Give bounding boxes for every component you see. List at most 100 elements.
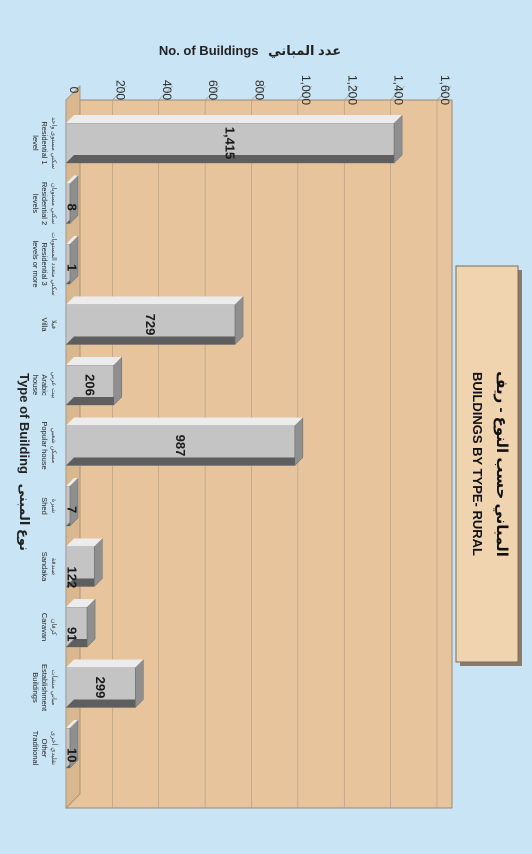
bar-8: 91: [64, 598, 96, 648]
value-label: 7: [64, 506, 79, 513]
bar-end: [69, 719, 79, 769]
bar-5: 987: [65, 416, 304, 467]
category-label-en: Arabic: [40, 374, 49, 396]
bar-top: [66, 115, 403, 123]
bar-7: 122: [64, 537, 103, 589]
bar-end: [69, 477, 79, 527]
category-label-en: Residential 1: [40, 121, 49, 164]
tick-label: 400: [160, 80, 174, 100]
tick-label: 0: [67, 87, 81, 94]
bar-top: [66, 659, 144, 668]
bar-top: [66, 720, 78, 728]
bar-end: [135, 658, 144, 709]
bar-1: 8: [64, 174, 79, 225]
category-label-ar: سكني مستوى واحد: [50, 117, 57, 169]
bar-0: 1,415: [65, 114, 403, 164]
value-label: 8: [64, 204, 79, 211]
gridline-floor: [251, 85, 266, 101]
tick-label: 1,400: [392, 75, 406, 105]
category-axis-title: Type of Building نوع المبنى: [17, 373, 32, 551]
category-label-en: Buildings: [31, 672, 40, 703]
tick-label: 1,600: [438, 75, 452, 105]
bar-top: [66, 478, 78, 486]
category-label-ar: مسكن شعبي: [50, 428, 57, 464]
category-label-en: house: [31, 375, 40, 395]
bar-10: 10: [64, 719, 79, 769]
category-label-en: Villa: [40, 317, 49, 332]
bar-end: [234, 295, 244, 346]
category-label-en: Establishment: [40, 664, 49, 712]
category-label-ar: شبرة: [50, 499, 57, 513]
category-label-ar: سكني متعدد المستويات: [50, 232, 57, 295]
category-label-en: levels: [31, 194, 40, 213]
tick-label: 1,200: [345, 75, 359, 105]
value-label: 122: [64, 567, 79, 589]
bar-2: 1: [64, 235, 79, 285]
category-label-ar: فيلا: [50, 320, 57, 329]
category-label-ar: صندقة: [50, 558, 57, 576]
bar-top: [66, 417, 303, 426]
value-label: 91: [64, 627, 79, 641]
chart-title-en: BUILDINGS BY TYPE- RURAL: [470, 372, 485, 556]
category-label-ar: تقليدي أخرى: [50, 731, 59, 765]
bar-side: [66, 578, 103, 587]
bar-end: [86, 598, 96, 648]
category-label-en: Residential 3: [40, 242, 49, 285]
bar-top: [66, 296, 244, 305]
bar-end: [113, 356, 123, 406]
bar-top: [66, 357, 122, 365]
bar-end: [294, 416, 304, 467]
value-axis-ticks: 0 200 400 600 800 1,000 1,200 1,400 1,600: [67, 75, 452, 105]
category-label-en: levels or more: [31, 240, 40, 287]
bar-side: [66, 457, 303, 466]
bar-end: [94, 537, 103, 588]
tick-label: 800: [253, 80, 267, 100]
gridline-floor: [65, 85, 81, 101]
bar-side: [66, 155, 403, 163]
title-box: BUILDINGS BY TYPE- RURAL المباني حسب الن…: [455, 265, 522, 666]
category-label-en: Residential 2: [40, 182, 49, 225]
gridline-floor: [158, 85, 173, 101]
value-label: 206: [82, 374, 97, 396]
category-label-en: Other: [40, 739, 49, 758]
value-label: 729: [143, 314, 158, 336]
chart-title-ar: المباني حسب النوع - ريف: [493, 371, 510, 557]
category-label-ar: بيت عربي: [50, 372, 57, 399]
tick-label: 1,000: [299, 75, 313, 105]
category-label-en: Popular house: [40, 421, 49, 469]
bar-3: 729: [65, 295, 244, 346]
bar-4: 206: [65, 356, 123, 406]
gridline-floor: [436, 85, 452, 101]
value-axis-title-en: No. of Buildings: [159, 43, 259, 58]
bar-6: 7: [64, 477, 79, 527]
gridline-floor: [112, 85, 127, 101]
gridline-floor: [297, 85, 313, 101]
bar-top: [66, 175, 78, 184]
value-label: 299: [93, 677, 108, 699]
category-label-ar: كرفان: [50, 619, 57, 636]
bar-end: [69, 235, 79, 285]
bars: 1,415 8 1 729 206 987 7 122 91 299 10: [64, 114, 403, 769]
tick-label: 600: [206, 80, 220, 100]
value-label: 1,415: [223, 127, 238, 160]
gridline-floor: [344, 85, 359, 101]
bar-9: 299: [65, 658, 144, 709]
bar-side: [66, 336, 244, 345]
bar-side: [66, 397, 122, 405]
value-axis-title: No. of Buildings عدد المباني: [159, 43, 341, 58]
category-label-ar: سكني مستويان: [50, 183, 57, 224]
category-axis-title-ar: نوع المبنى: [17, 484, 32, 551]
category-label-en: Traditional: [31, 731, 40, 766]
category-label-en: level: [31, 135, 40, 151]
bar-side: [66, 699, 144, 708]
